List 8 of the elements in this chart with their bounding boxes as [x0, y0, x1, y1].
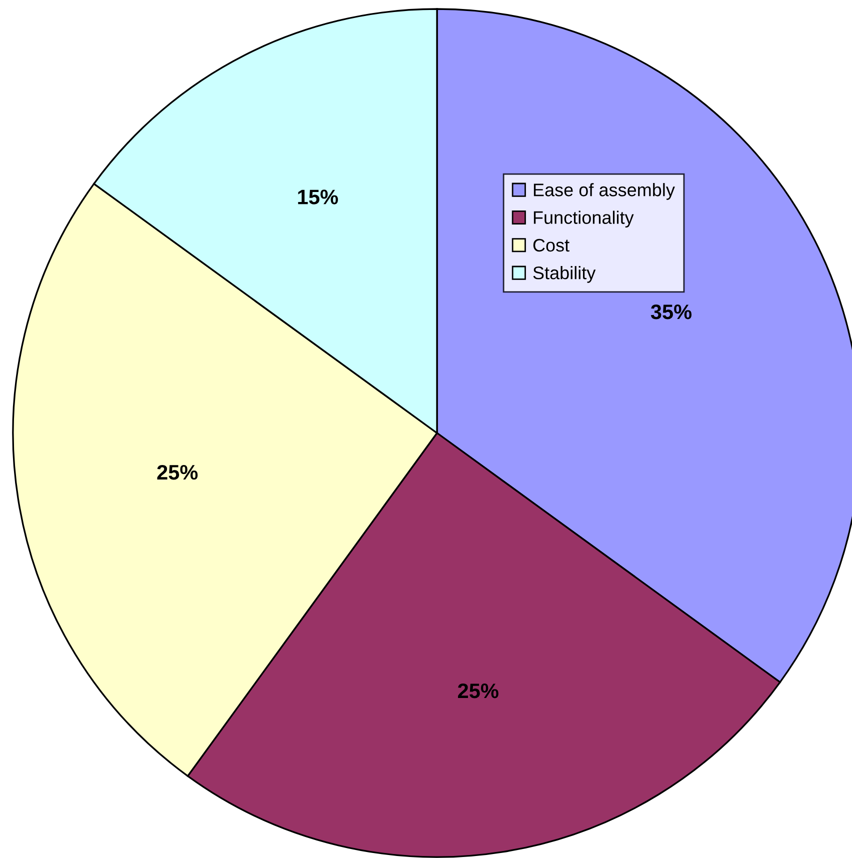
legend-label: Functionality	[534, 210, 634, 228]
data-label: 25%	[458, 683, 498, 698]
data-label: 25%	[157, 464, 198, 480]
legend-label: Cost	[533, 238, 570, 252]
legend-label: Ease of assembly	[534, 183, 675, 200]
legend-label: Stability	[533, 266, 596, 283]
data-label: 15%	[298, 190, 338, 204]
data-label: 35%	[650, 304, 692, 320]
